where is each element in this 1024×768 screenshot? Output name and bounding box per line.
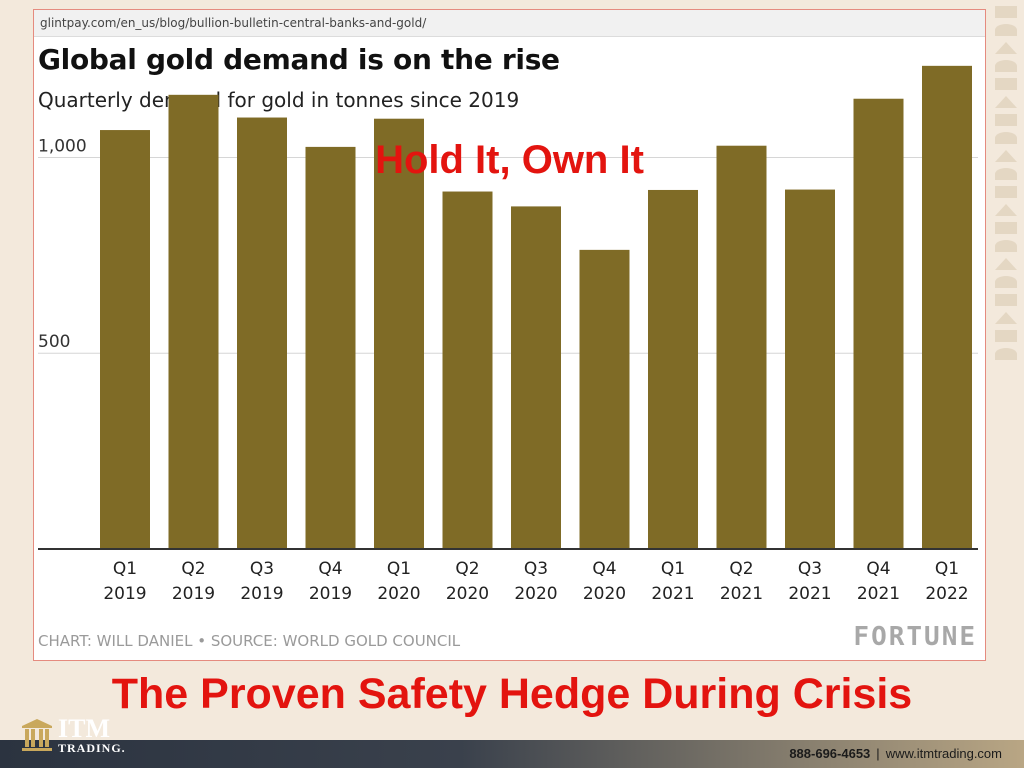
x-tick-label-year: 2022	[925, 584, 968, 604]
x-tick-label-year: 2021	[720, 584, 763, 604]
bar-chart: 500 1,000 Q1 2019 Q2 2019 Q3 2019 Q4 2019 Q1 2020 Q2…	[38, 65, 978, 604]
x-tick-label-year: 2019	[240, 584, 283, 604]
x-tick-label-year: 2020	[514, 584, 557, 604]
x-tick-label-quarter: Q4	[866, 559, 890, 579]
bar	[511, 206, 561, 549]
bar	[237, 117, 287, 550]
x-tick-label-quarter: Q1	[935, 559, 959, 579]
bar	[716, 145, 767, 549]
x-tick-label-quarter: Q1	[661, 559, 685, 579]
x-tick-label-year: 2019	[172, 584, 215, 604]
phone-number[interactable]: 888-696-4653	[789, 746, 871, 761]
bar	[648, 189, 698, 549]
x-tick-label-quarter: Q2	[181, 559, 205, 579]
bar	[305, 146, 356, 549]
contact-separator: |	[876, 746, 880, 761]
publisher-brand: FORTUNE	[853, 622, 977, 652]
itm-trading-logo[interactable]: ITM TRADING.	[20, 716, 126, 754]
overlay-caption: Hold It, Own It	[375, 138, 644, 182]
logo-trading-text: TRADING.	[58, 741, 126, 755]
y-tick-label: 500	[38, 332, 70, 352]
x-tick-label-year: 2021	[651, 584, 694, 604]
x-tick-label-quarter: Q1	[113, 559, 137, 579]
x-tick-label-year: 2020	[446, 584, 489, 604]
contact-info: 888-696-4653 | www.itmtrading.com	[789, 746, 1002, 761]
chart-subtitle: Quarterly demand for gold in tonnes sinc…	[38, 88, 520, 112]
website-link[interactable]: www.itmtrading.com	[885, 746, 1002, 761]
bar	[922, 65, 972, 549]
x-tick-label-year: 2021	[857, 584, 900, 604]
column-logo-icon	[22, 719, 52, 751]
chart-screenshot-card: glintpay.com/en_us/blog/bullion-bulletin…	[33, 9, 986, 661]
x-tick-label-year: 2020	[583, 584, 626, 604]
x-tick-label-quarter: Q2	[729, 559, 753, 579]
x-tick-label-quarter: Q3	[524, 559, 548, 579]
x-tick-label-quarter: Q3	[798, 559, 822, 579]
browser-url-bar[interactable]: glintpay.com/en_us/blog/bullion-bulletin…	[34, 10, 985, 37]
chart-title: Global gold demand is on the rise	[38, 43, 560, 76]
bar	[100, 130, 150, 550]
bar	[442, 191, 493, 549]
bar	[853, 98, 904, 549]
background-pattern	[988, 0, 1024, 386]
chart-source-credit: CHART: WILL DANIEL • SOURCE: WORLD GOLD …	[38, 632, 461, 650]
slide-headline: The Proven Safety Hedge During Crisis	[111, 670, 913, 718]
x-tick-label-quarter: Q3	[250, 559, 274, 579]
bar	[579, 249, 630, 549]
bar	[168, 94, 219, 550]
footer-bar: 888-696-4653 | www.itmtrading.com	[0, 740, 1024, 768]
x-tick-label-quarter: Q1	[387, 559, 411, 579]
x-tick-label-year: 2019	[309, 584, 352, 604]
x-tick-label-quarter: Q4	[592, 559, 616, 579]
x-tick-label-year: 2021	[788, 584, 831, 604]
x-tick-label-year: 2020	[377, 584, 420, 604]
bar	[374, 118, 424, 550]
logo-itm-text: ITM	[58, 714, 110, 743]
bar	[785, 189, 835, 549]
x-tick-label-quarter: Q2	[455, 559, 479, 579]
x-tick-label-year: 2019	[103, 584, 146, 604]
y-tick-label: 1,000	[38, 136, 87, 156]
x-tick-label-quarter: Q4	[318, 559, 342, 579]
